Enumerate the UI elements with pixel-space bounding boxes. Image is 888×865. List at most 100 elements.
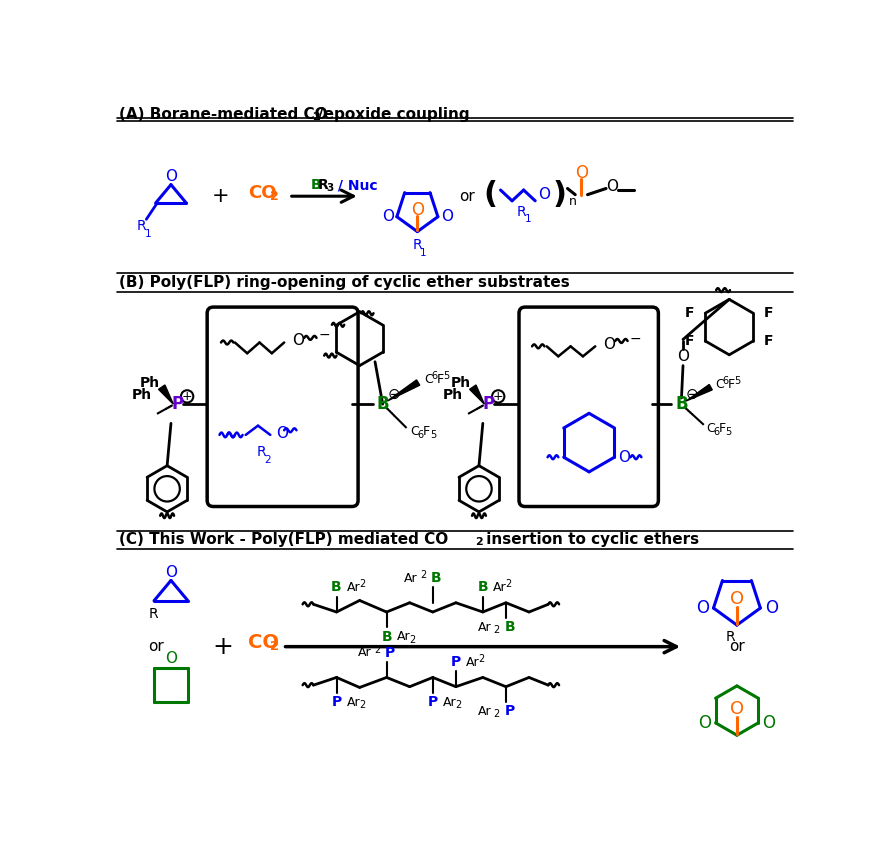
- Text: O: O: [696, 599, 710, 617]
- Text: R: R: [257, 445, 266, 458]
- Text: 2: 2: [455, 700, 462, 710]
- Text: P: P: [451, 655, 461, 669]
- Text: R: R: [148, 606, 158, 620]
- Text: 2: 2: [505, 580, 511, 589]
- Text: Ar: Ar: [466, 656, 480, 669]
- Text: Ar: Ar: [358, 646, 372, 659]
- Text: O: O: [765, 599, 778, 617]
- Text: 2: 2: [408, 635, 416, 644]
- Text: insertion to cyclic ethers: insertion to cyclic ethers: [481, 532, 700, 548]
- Text: O: O: [607, 179, 618, 195]
- Polygon shape: [470, 385, 484, 404]
- Text: C: C: [424, 373, 433, 386]
- Text: Ph: Ph: [131, 388, 152, 402]
- Text: F: F: [437, 373, 444, 386]
- Text: or: or: [460, 189, 475, 203]
- Text: Ar: Ar: [346, 695, 361, 708]
- Text: ): ): [553, 180, 567, 209]
- Text: 2: 2: [265, 454, 272, 465]
- Text: O: O: [411, 201, 424, 219]
- Text: B: B: [504, 620, 515, 634]
- Text: B: B: [381, 630, 392, 644]
- Text: 3: 3: [327, 183, 334, 194]
- Text: or: or: [729, 639, 745, 654]
- Text: 2: 2: [494, 625, 500, 636]
- FancyBboxPatch shape: [207, 307, 358, 507]
- Text: Ar: Ar: [346, 581, 361, 594]
- Text: 6: 6: [417, 430, 424, 440]
- Text: F: F: [718, 422, 725, 435]
- Text: O: O: [698, 714, 711, 732]
- Text: F: F: [685, 334, 694, 348]
- Text: 6: 6: [713, 426, 719, 437]
- Text: +: +: [212, 186, 230, 206]
- Text: B: B: [432, 571, 442, 585]
- Text: 2: 2: [420, 570, 426, 580]
- Text: ⊖: ⊖: [387, 388, 400, 402]
- Text: Ar: Ar: [404, 572, 418, 585]
- Text: Ar: Ar: [493, 581, 506, 594]
- Text: B: B: [310, 178, 321, 192]
- Text: +: +: [212, 635, 233, 658]
- Text: C: C: [410, 426, 419, 439]
- Text: P: P: [428, 695, 438, 709]
- Text: B: B: [478, 580, 488, 594]
- Text: O: O: [603, 337, 614, 352]
- Text: O: O: [618, 450, 630, 465]
- Text: ⊖: ⊖: [686, 388, 699, 402]
- Text: P: P: [482, 395, 495, 413]
- Text: 1: 1: [420, 248, 427, 258]
- Text: Ar: Ar: [397, 630, 410, 644]
- Text: O: O: [276, 426, 289, 441]
- Text: 2: 2: [270, 640, 280, 653]
- Text: B: B: [331, 580, 342, 594]
- Text: 2: 2: [359, 700, 365, 710]
- Text: Ph: Ph: [450, 375, 471, 389]
- Text: B: B: [675, 395, 688, 413]
- Text: P: P: [385, 646, 395, 660]
- Text: O: O: [382, 209, 393, 224]
- Text: F: F: [727, 378, 734, 391]
- Text: C: C: [706, 422, 715, 435]
- Text: (: (: [484, 180, 497, 209]
- Text: CO: CO: [248, 184, 276, 202]
- Text: Ar: Ar: [478, 621, 491, 634]
- Text: (A) Borane-mediated CO: (A) Borane-mediated CO: [119, 107, 328, 122]
- Text: O: O: [730, 700, 744, 718]
- Text: O: O: [763, 714, 775, 732]
- Text: O: O: [538, 187, 551, 202]
- Text: 2: 2: [479, 654, 485, 664]
- Text: 6: 6: [722, 376, 728, 386]
- Text: O: O: [441, 209, 453, 224]
- Text: P: P: [171, 395, 183, 413]
- Text: 5: 5: [443, 371, 450, 381]
- Text: F: F: [764, 306, 773, 320]
- Text: Ph: Ph: [443, 388, 463, 402]
- Text: R: R: [517, 205, 526, 219]
- Text: or: or: [147, 639, 163, 654]
- Text: Ar: Ar: [478, 705, 491, 718]
- Text: C: C: [716, 378, 724, 391]
- Text: O: O: [165, 651, 177, 666]
- Text: 5: 5: [725, 426, 732, 437]
- Polygon shape: [387, 380, 420, 401]
- Text: +: +: [493, 390, 503, 403]
- Text: P: P: [504, 704, 515, 718]
- Text: / Nuc: / Nuc: [333, 178, 377, 192]
- Text: O: O: [165, 565, 177, 580]
- Text: /epoxide coupling: /epoxide coupling: [318, 107, 470, 122]
- Text: (B) Poly(FLP) ring-opening of cyclic ether substrates: (B) Poly(FLP) ring-opening of cyclic eth…: [119, 275, 570, 290]
- FancyBboxPatch shape: [519, 307, 658, 507]
- Text: F: F: [423, 426, 430, 439]
- Text: R: R: [726, 631, 735, 644]
- Text: 2: 2: [475, 537, 483, 547]
- Text: Ph: Ph: [139, 375, 160, 389]
- Text: 2: 2: [494, 709, 500, 720]
- Text: Ar: Ar: [443, 695, 456, 708]
- Text: 2: 2: [312, 112, 320, 122]
- Text: F: F: [764, 334, 773, 348]
- Text: O: O: [292, 334, 304, 349]
- Text: 2: 2: [374, 644, 380, 655]
- Text: O: O: [165, 170, 177, 184]
- Text: R: R: [317, 178, 328, 192]
